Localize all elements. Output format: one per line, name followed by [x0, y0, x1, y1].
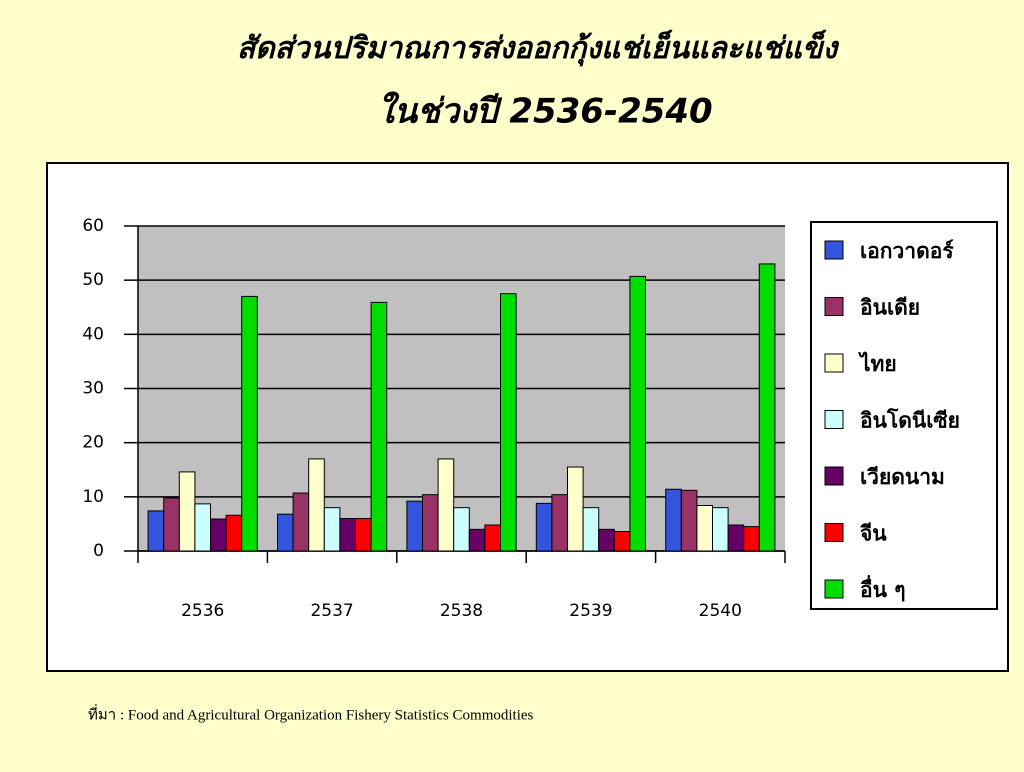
legend-label: เวียดนาม: [860, 465, 945, 489]
bar: [758, 263, 776, 552]
x-tick-label: 2537: [310, 601, 353, 621]
bar: [567, 466, 584, 552]
legend-swatch: [824, 466, 844, 486]
bar: [582, 507, 600, 552]
x-tick-label: 2536: [181, 601, 224, 621]
bar: [665, 488, 682, 552]
bar: [292, 492, 310, 552]
legend-swatch: [824, 240, 844, 260]
bar: [194, 503, 211, 552]
legend-label: ไทย: [858, 351, 897, 376]
y-tick-label: 30: [82, 379, 104, 399]
chart: 0 10 20 30 40 50 60 2536 2537 2538 2539 2540 เอกวาดอ…: [82, 216, 960, 621]
bar: [370, 301, 388, 552]
bar: [629, 275, 647, 552]
y-tick-label: 10: [82, 487, 104, 507]
bar: [241, 295, 258, 552]
legend-swatch: [824, 353, 844, 373]
y-tick-label: 0: [93, 541, 104, 561]
bar: [163, 497, 180, 552]
bar: [712, 507, 729, 552]
bar: [551, 494, 569, 552]
bar: [727, 524, 745, 552]
bar: [437, 458, 455, 552]
chart-title: สัดส่วนปริมาณการส่งออกกุ้งแช่เย็นและแช่แ…: [237, 29, 840, 67]
bar: [323, 507, 341, 552]
legend-label: อื่น ๆ: [860, 574, 906, 602]
legend-swatch: [824, 297, 844, 316]
legend-label: อินโดนีเซีย: [860, 408, 960, 433]
y-tick-label: 40: [82, 324, 104, 344]
x-tick-label: 2539: [569, 601, 612, 621]
bar: [277, 513, 294, 552]
legend-label: จีน: [859, 522, 887, 546]
legend-swatch: [824, 523, 844, 542]
bar: [178, 471, 196, 552]
bar: [680, 489, 698, 552]
bar: [500, 293, 517, 552]
x-tick-label: 2538: [440, 601, 483, 621]
chart-subtitle: ในช่วงปี 2536-2540: [377, 91, 712, 132]
bar: [613, 531, 631, 552]
bar: [210, 518, 227, 552]
x-tick-label: 2540: [699, 601, 742, 621]
bar: [453, 507, 470, 552]
bar: [406, 500, 423, 552]
bar: [339, 518, 356, 552]
legend-label: อินเดีย: [860, 296, 920, 320]
y-tick-label: 60: [82, 216, 104, 236]
bar: [484, 524, 501, 552]
bar: [225, 514, 243, 552]
legend-swatch: [824, 410, 844, 429]
bar: [598, 528, 615, 552]
legend-label: เอกวาดอร์: [860, 239, 954, 263]
y-tick-label: 20: [82, 433, 104, 453]
legend-swatch: [824, 579, 844, 599]
bar: [468, 528, 486, 552]
bar: [743, 526, 760, 552]
bar: [355, 518, 372, 552]
bar: [535, 502, 553, 552]
bar: [308, 458, 325, 552]
bar: [696, 505, 714, 552]
bar: [147, 510, 165, 552]
source-note: ที่มา : Food and Agricultural Organizati…: [88, 703, 534, 723]
bar: [422, 494, 439, 552]
y-tick-label: 50: [82, 270, 104, 290]
